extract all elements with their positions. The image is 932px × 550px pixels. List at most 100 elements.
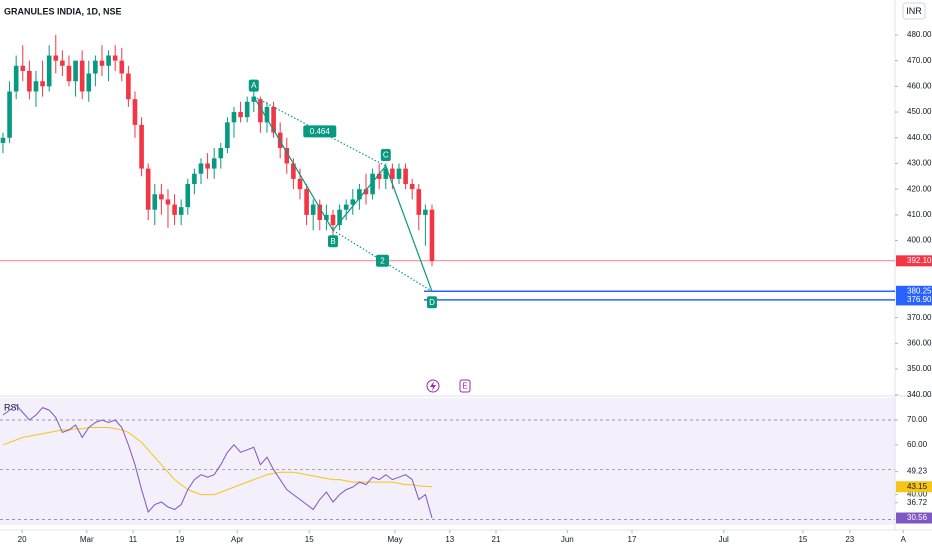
pattern-point-box: [426, 296, 437, 309]
candle-body: [238, 112, 243, 118]
pattern-point-label: C: [383, 151, 389, 160]
rsi-badge: [896, 481, 932, 493]
candle-body: [86, 73, 92, 92]
y-tick-label: 460.00: [907, 81, 932, 90]
earnings-label: E: [462, 382, 467, 391]
earnings-icon[interactable]: [459, 379, 471, 393]
candle-body: [396, 168, 402, 179]
candle-body: [271, 106, 276, 133]
candle-body: [132, 99, 138, 125]
pattern-leg: [253, 96, 334, 231]
candle-body: [66, 65, 72, 82]
candle-body: [73, 60, 78, 82]
candle-body: [99, 60, 105, 66]
candle-body: [126, 73, 131, 100]
rsi-badge: [896, 512, 932, 524]
y-tick-label: 430.00: [907, 159, 932, 168]
rsi-tick-label: 36.72: [907, 498, 928, 507]
candle-body: [33, 81, 39, 92]
y-tick-label: 350.00: [907, 364, 932, 373]
y-tick-label: 420.00: [907, 184, 932, 193]
y-tick-label: 440.00: [907, 133, 932, 142]
x-tick-label: A: [901, 535, 907, 544]
candle-body: [159, 194, 164, 200]
pattern-point-box: [380, 149, 391, 162]
pattern-leg: [332, 165, 387, 231]
y-tick-label: 470.00: [907, 56, 932, 65]
candle-body: [350, 199, 356, 205]
x-tick-label: 21: [492, 535, 501, 544]
candle-body: [172, 204, 177, 215]
y-tick-label: 360.00: [907, 338, 932, 347]
candle-body: [40, 81, 45, 87]
candle-body: [297, 178, 303, 190]
lightning: [430, 381, 436, 391]
pattern-point-label: D: [429, 298, 435, 307]
candle-body: [330, 214, 336, 226]
rsi-pane: [0, 398, 895, 525]
pattern-ratio-label: 0.464: [310, 127, 331, 136]
candle-body: [119, 60, 125, 74]
x-tick-label: May: [387, 535, 402, 544]
pattern-leg: [385, 165, 433, 292]
candle-body: [79, 60, 85, 92]
candle-body: [112, 55, 118, 61]
pattern-point-label: A: [251, 81, 257, 90]
candle-body: [145, 168, 151, 210]
candle-body: [152, 194, 158, 210]
y-tick-label: 410.00: [907, 210, 932, 219]
candle-body: [409, 184, 415, 190]
candle-body: [390, 168, 395, 179]
candle-body: [185, 184, 191, 208]
candle-body: [324, 214, 329, 220]
candle-body: [218, 148, 224, 159]
x-tick-label: 23: [845, 535, 854, 544]
candle-body: [264, 106, 270, 123]
candle-body: [370, 173, 375, 195]
candle-body: [0, 137, 6, 143]
y-tick-label: 340.00: [907, 390, 932, 399]
y-tick-label: 480.00: [907, 30, 932, 39]
x-tick-label: Jun: [561, 535, 574, 544]
y-tick-label: 450.00: [907, 107, 932, 116]
rsi-line: [2, 404, 433, 519]
candle-body: [53, 55, 59, 61]
y-tick-label: 400.00: [907, 236, 932, 245]
x-tick-label: 15: [305, 535, 314, 544]
candle-body: [178, 207, 184, 215]
candle-body: [46, 55, 52, 87]
candle-body: [231, 112, 237, 123]
x-tick-label: Jul: [719, 535, 729, 544]
candle-body: [258, 99, 263, 123]
candle-body: [343, 204, 349, 210]
candle-body: [429, 209, 435, 261]
candle-body: [7, 91, 12, 138]
x-tick-label: 13: [445, 535, 454, 544]
candle-body: [205, 163, 210, 169]
candle-body: [139, 124, 144, 169]
candle-body: [317, 204, 323, 220]
y-tick-label: 370.00: [907, 313, 932, 322]
pattern-ratio-box: [303, 125, 337, 138]
candle-body: [416, 189, 422, 215]
chart-title: GRANULES INDIA, 1D, NSE: [4, 6, 122, 16]
candle-body: [93, 60, 98, 74]
currency-box[interactable]: [902, 2, 926, 20]
candle-body: [20, 65, 26, 71]
currency: INR: [906, 6, 922, 16]
rsi-badge-label: 43.15: [907, 482, 928, 491]
rsi-tick-label: 60.00: [907, 440, 928, 449]
x-tick-label: 17: [628, 535, 637, 544]
pattern-point-box: [248, 79, 259, 92]
price-badge: [896, 294, 932, 306]
candle-body: [225, 122, 230, 149]
price-badge-label: 392.10: [907, 256, 932, 265]
rsi-tick-label: 70.00: [907, 415, 928, 424]
candle-body: [310, 204, 316, 215]
price-badge-label: 376.90: [907, 295, 932, 304]
candle-body: [304, 189, 309, 215]
x-tick-label: 19: [175, 535, 184, 544]
pattern-ratio-label: 2: [380, 256, 385, 265]
pattern-ratio-box: [375, 254, 389, 267]
